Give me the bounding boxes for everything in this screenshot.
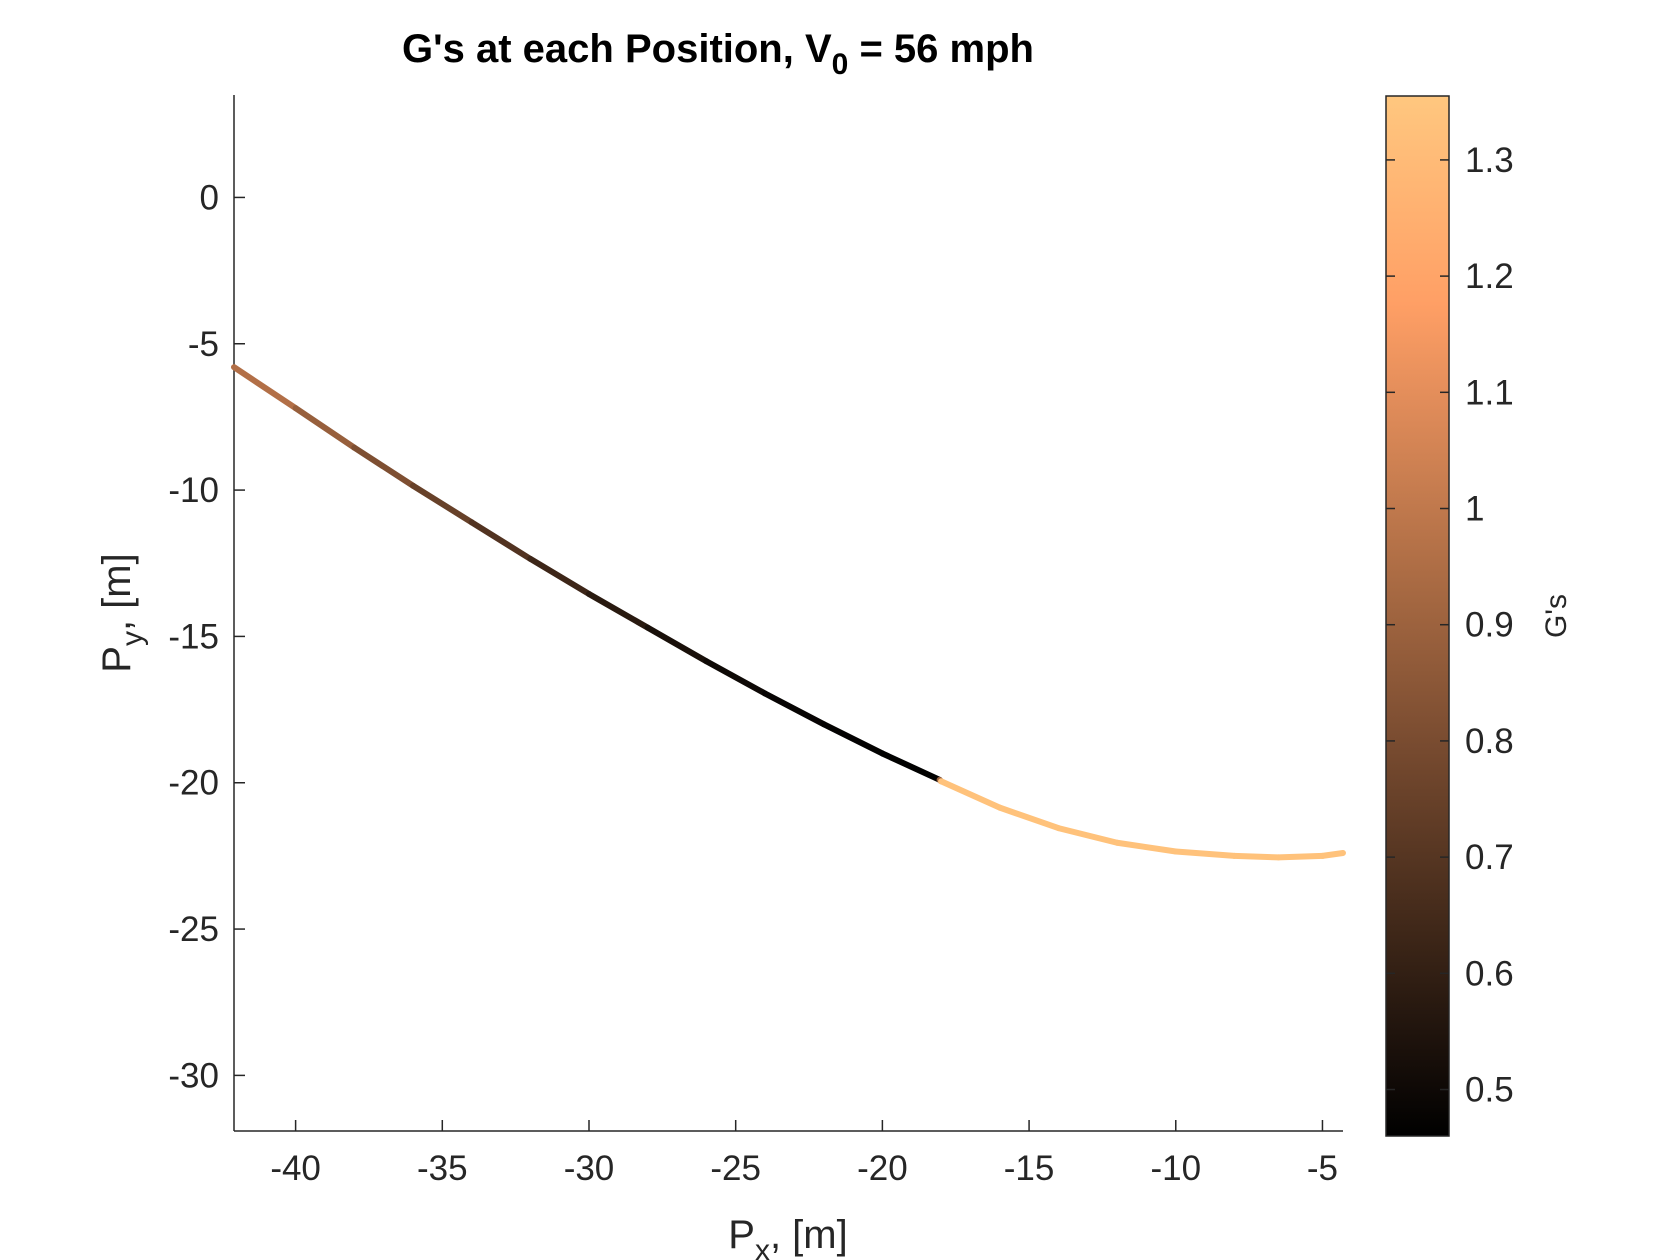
trajectory-segment [231, 364, 299, 412]
trajectory-segment [527, 555, 592, 597]
y-tick-label: 0 [200, 178, 219, 217]
y-ticks: 0 -5 -10 -15 -20 -25 -30 [168, 178, 245, 1095]
x-tick-label: -30 [564, 1149, 615, 1188]
colorbar-gradient [1385, 95, 1450, 1137]
colorbar-tick-label: 0.5 [1465, 1071, 1514, 1110]
trajectory-segment [1055, 825, 1121, 846]
trajectory-segment [879, 750, 943, 783]
trajectory-segment [468, 519, 534, 562]
trajectory-segment [644, 624, 710, 665]
colorbar-tick-label: 0.8 [1465, 722, 1514, 761]
trajectory-segment [1231, 852, 1282, 861]
x-tick-label: -40 [270, 1149, 321, 1188]
x-tick-label: -5 [1307, 1149, 1338, 1188]
y-axis-label: Py, [m] [95, 553, 149, 672]
trajectory-segment [585, 590, 651, 631]
trajectory-segment [1172, 848, 1238, 859]
colorbar-tick-label: 1 [1465, 490, 1484, 529]
colorbar: 0.5 0.6 0.7 0.8 0.9 1 1.1 1.2 1.3 G's [1385, 95, 1573, 1137]
colorbar-tick-label: 1.3 [1465, 141, 1514, 180]
trajectory-line [231, 364, 1346, 861]
colorbar-ticks: 0.5 0.6 0.7 0.8 0.9 1 1.1 1.2 1.3 [1386, 141, 1514, 1110]
x-tick-label: -15 [1004, 1149, 1055, 1188]
colorbar-tick-label: 0.9 [1465, 606, 1514, 645]
trajectory-segment [762, 690, 827, 728]
x-ticks: -40 -35 -30 -25 -20 -15 -10 -5 [270, 1120, 1338, 1188]
plot-axes [233, 95, 1343, 1132]
y-tick-label: -5 [188, 325, 219, 364]
trajectory-segment [1319, 849, 1346, 859]
colorbar-tick-label: 1.2 [1465, 257, 1514, 296]
x-tick-label: -20 [857, 1149, 908, 1188]
chart-title: G's at each Position, V0 = 56 mph [402, 27, 1034, 81]
trajectory-segment [938, 778, 1003, 811]
trajectory-segment [703, 658, 769, 697]
x-tick-label: -25 [710, 1149, 761, 1188]
trajectory-segment [1275, 852, 1326, 861]
x-axis-label: Px, [m] [728, 1213, 847, 1260]
x-tick-label: -35 [417, 1149, 468, 1188]
colorbar-tick-label: 1.1 [1465, 373, 1514, 412]
colorbar-label: G's [1540, 594, 1573, 638]
y-tick-label: -20 [168, 764, 219, 803]
trajectory-segment [292, 405, 358, 451]
trajectory-segment [409, 482, 475, 526]
colorbar-tick-label: 0.7 [1465, 838, 1514, 877]
colorbar-tick-label: 0.6 [1465, 954, 1514, 993]
y-tick-label: -10 [168, 471, 219, 510]
x-tick-label: -10 [1150, 1149, 1201, 1188]
y-tick-label: -25 [168, 910, 219, 949]
y-tick-label: -15 [168, 617, 219, 656]
trajectory-segment [820, 721, 886, 757]
trajectory-segment [996, 804, 1062, 832]
trajectory-segment [1114, 839, 1179, 855]
y-tick-label: -30 [168, 1056, 219, 1095]
trajectory-segment [351, 444, 416, 489]
